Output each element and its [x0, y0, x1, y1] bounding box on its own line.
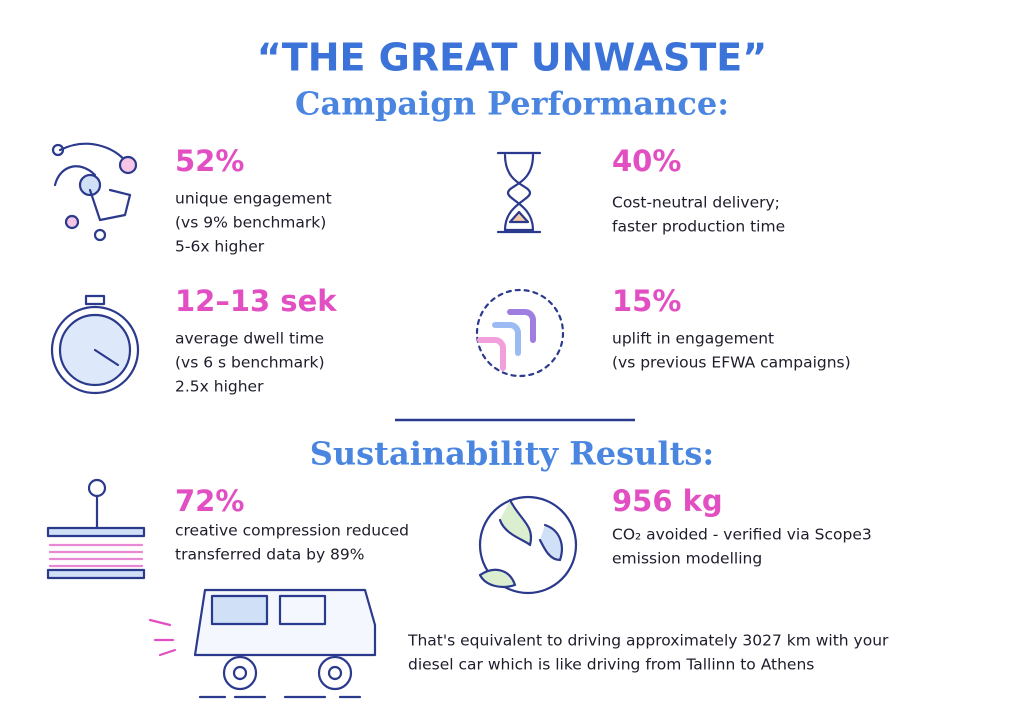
- hourglass-icon: [496, 151, 542, 234]
- stat-text: (vs 6 s benchmark): [175, 354, 325, 372]
- stat-text: 2.5x higher: [175, 378, 264, 396]
- stat-text: CO₂ avoided - verified via Scope3: [612, 526, 872, 544]
- footnote: That's equivalent to driving approximate…: [407, 632, 889, 650]
- stat-text: emission modelling: [612, 550, 762, 568]
- subtitle: Campaign Performance:: [295, 85, 729, 123]
- stat: 52%: [175, 144, 244, 178]
- stat: 72%: [175, 484, 244, 518]
- title: “THE GREAT UNWASTE”: [257, 36, 767, 80]
- stat: 12–13 sek: [175, 284, 337, 318]
- stat-text: uplift in engagement: [612, 330, 774, 348]
- stat: 40%: [612, 144, 681, 178]
- car-icon: [148, 588, 377, 699]
- touch-icon: [51, 142, 138, 242]
- section-heading: Sustainability Results:: [310, 435, 714, 473]
- compress-icon: [46, 478, 146, 580]
- stat-text: Cost-neutral delivery;: [612, 194, 780, 212]
- stat: 956 kg: [612, 484, 723, 518]
- pipes-icon: [475, 288, 565, 378]
- globe-icon: [478, 495, 578, 595]
- stat: 15%: [612, 284, 681, 318]
- stopwatch-icon: [50, 294, 140, 395]
- stat-text: 5-6x higher: [175, 238, 265, 256]
- stat-text: unique engagement: [175, 190, 332, 208]
- stat-text: transferred data by 89%: [175, 546, 365, 564]
- stat-text: (vs 9% benchmark): [175, 214, 326, 232]
- stat-text: creative compression reduced: [175, 522, 409, 540]
- stat-text: average dwell time: [175, 330, 324, 348]
- stat-text: (vs previous EFWA campaigns): [612, 354, 851, 372]
- stat-text: faster production time: [612, 218, 785, 236]
- footnote: diesel car which is like driving from Ta…: [408, 656, 814, 674]
